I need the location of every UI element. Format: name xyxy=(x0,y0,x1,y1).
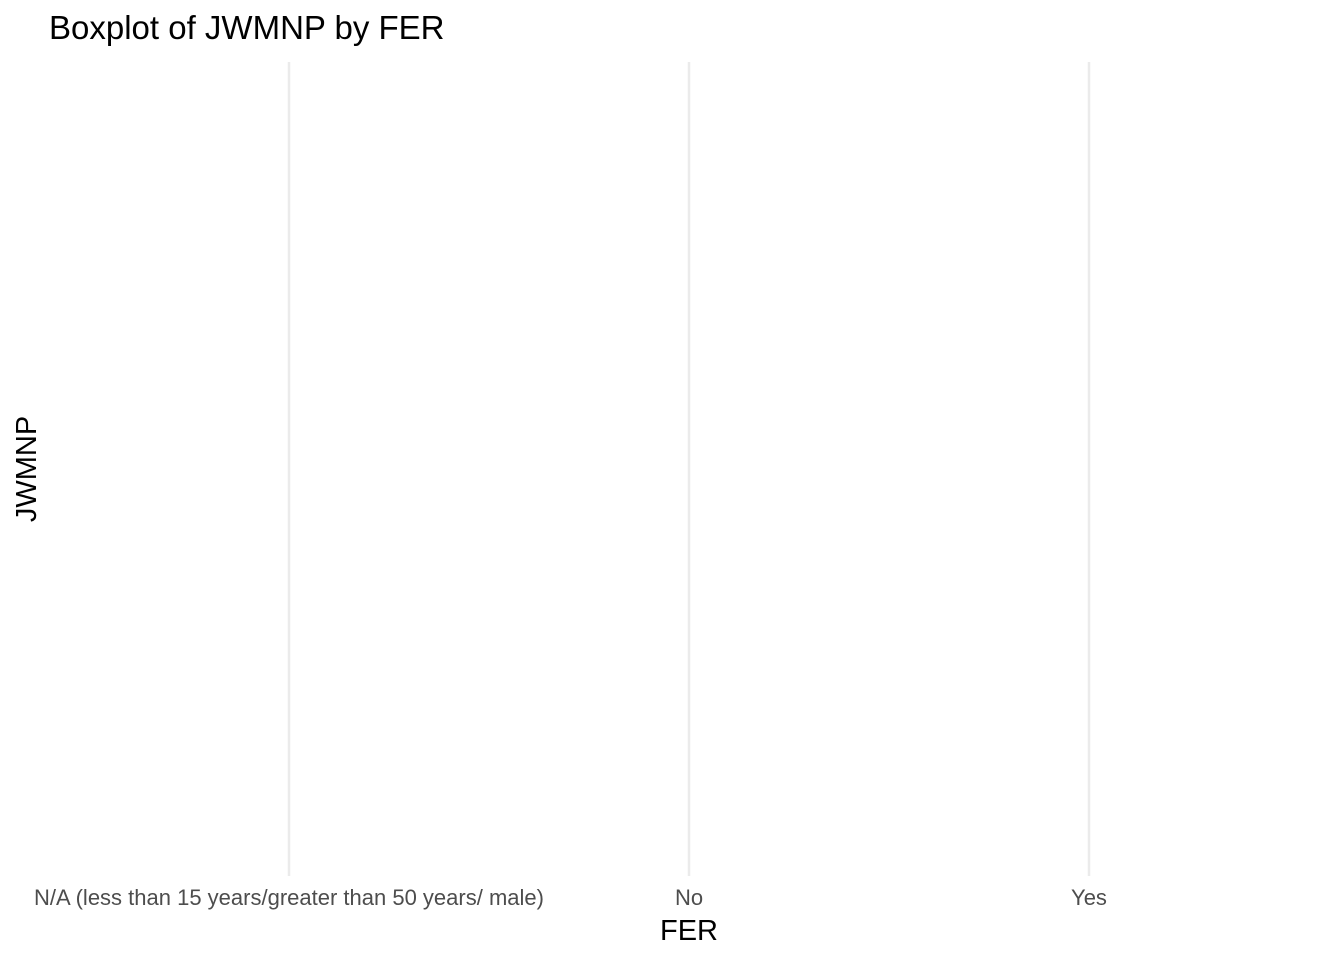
x-tick-label-1: No xyxy=(675,885,703,910)
x-tick-label-0: N/A (less than 15 years/greater than 50 … xyxy=(34,885,544,910)
gridlines xyxy=(287,62,1091,876)
chart-title: Boxplot of JWMNP by FER xyxy=(49,9,445,46)
x-axis-title: FER xyxy=(660,915,718,947)
x-tick-labels: N/A (less than 15 years/greater than 50 … xyxy=(34,885,1107,910)
x-tick-label-2: Yes xyxy=(1071,885,1107,910)
y-axis-title: JWMNP xyxy=(11,416,43,522)
